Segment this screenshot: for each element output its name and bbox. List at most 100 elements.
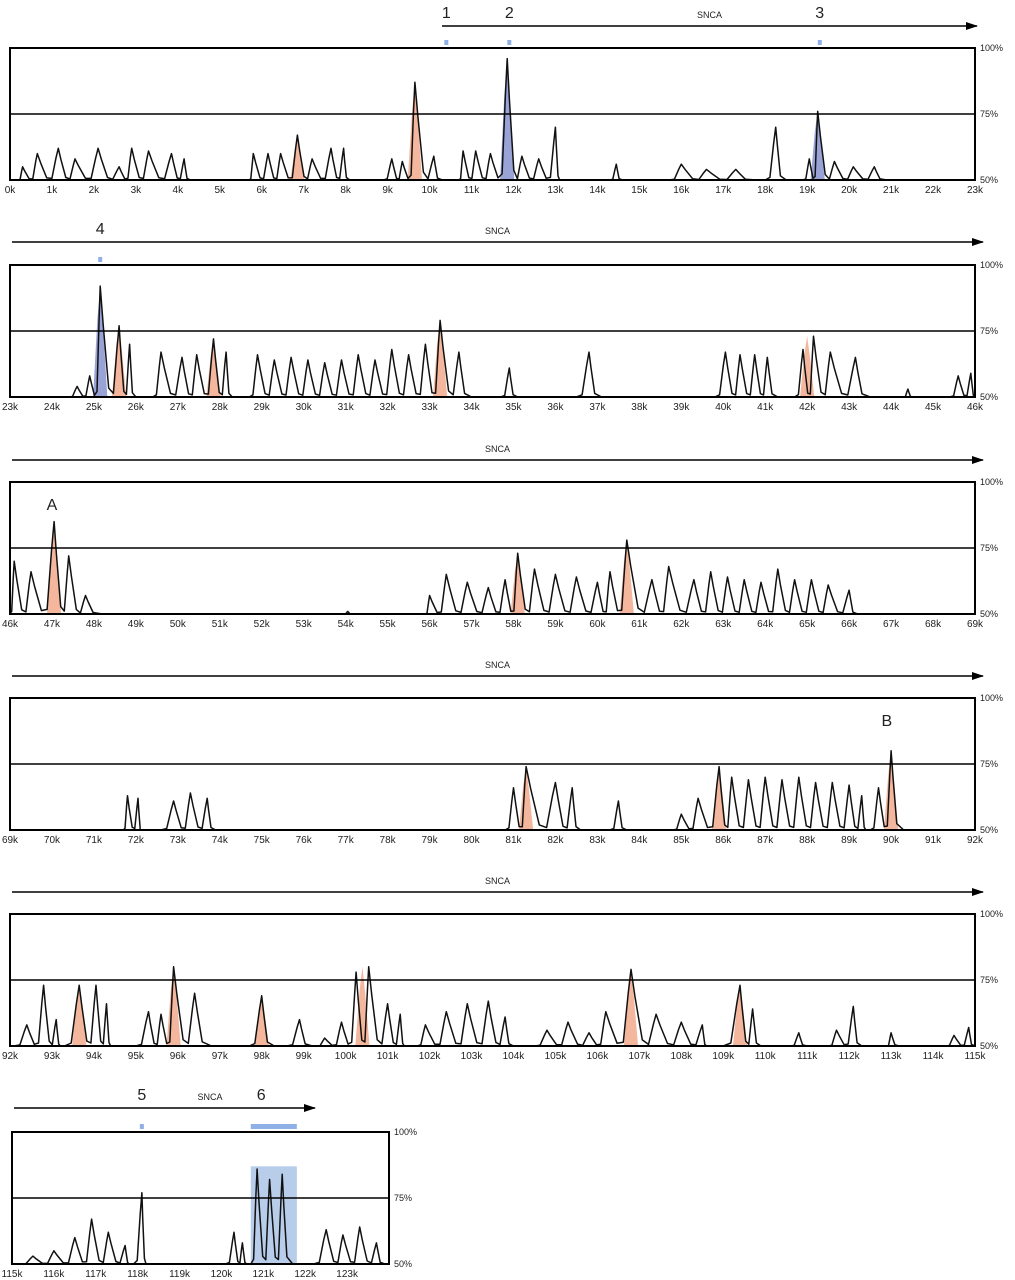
highlight-peak-1 xyxy=(46,521,62,614)
x-tick-label: 85k xyxy=(673,835,690,846)
x-tick-label: 120k xyxy=(211,1269,234,1280)
trace-segment-1 xyxy=(18,147,191,181)
x-tick-label: 39k xyxy=(673,402,690,413)
trace-segment-3 xyxy=(504,765,582,831)
x-tick-label: 121k xyxy=(252,1269,275,1280)
x-tick-label: 106k xyxy=(587,1051,610,1062)
trace-segment-9 xyxy=(723,984,762,1047)
x-tick-label: 115k xyxy=(965,1051,987,1062)
x-tick-label: 33k xyxy=(422,402,439,413)
y-tick-label: 100% xyxy=(980,477,1003,487)
x-tick-label: 23k xyxy=(2,402,19,413)
x-tick-label: 12k xyxy=(505,185,522,196)
gene-label: SNCA xyxy=(485,876,510,886)
trace-segment-9 xyxy=(949,372,976,398)
x-tick-label: 92k xyxy=(2,1051,19,1062)
x-tick-label: 48k xyxy=(86,619,103,630)
highlight-peak-2 xyxy=(711,766,727,830)
y-tick-label: 100% xyxy=(980,260,1003,270)
x-tick-label: 9k xyxy=(382,185,394,196)
x-tick-label: 105k xyxy=(545,1051,568,1062)
y-tick-label: 50% xyxy=(980,175,998,185)
x-tick-label: 79k xyxy=(422,835,439,846)
highlight-peak-1 xyxy=(93,286,108,397)
x-tick-label: 10k xyxy=(422,185,439,196)
chart-panel-2: SNCA 4 100% 75% 50% 23k 24k 25k 26k 27k 28k 29k 30k 3… xyxy=(2,221,1003,413)
trace-segment-4 xyxy=(248,995,275,1047)
x-tick-label: 14k xyxy=(589,185,606,196)
x-tick-label: 90k xyxy=(883,835,900,846)
highlight-peak-4 xyxy=(810,111,825,180)
x-tick-label: 123k xyxy=(336,1269,359,1280)
y-tick-label: 100% xyxy=(980,909,1003,919)
trace-segment-13 xyxy=(945,1026,976,1047)
y-tick-label: 75% xyxy=(980,975,998,985)
x-tick-label: 32k xyxy=(380,402,397,413)
x-tick-label: 38k xyxy=(631,402,648,413)
x-tick-label: 11k xyxy=(464,185,480,196)
x-tick-label: 15k xyxy=(631,185,648,196)
x-tick-label: 65k xyxy=(799,619,816,630)
trace-segment-3 xyxy=(248,319,472,398)
x-tick-label: 2k xyxy=(89,185,101,196)
x-tick-label: 94k xyxy=(86,1051,103,1062)
chart-panel-3: SNCA A 100% 75% 50% 46k 47k 48k 49k 50k 51k 52k 53k 5… xyxy=(2,444,1003,630)
marker-label-1: 1 xyxy=(442,5,451,22)
gene-label: SNCA xyxy=(697,10,722,20)
marker-label-5: 5 xyxy=(137,1087,146,1104)
x-tick-label: 96k xyxy=(170,1051,187,1062)
trace-segment-2 xyxy=(160,792,216,831)
y-tick-label: 75% xyxy=(394,1193,412,1203)
y-tick-label: 75% xyxy=(980,109,998,119)
trace-segment-1 xyxy=(9,520,103,615)
x-tick-label: 109k xyxy=(712,1051,735,1062)
trace-segment-11 xyxy=(828,1005,863,1047)
trace-segment-4 xyxy=(609,800,628,831)
trace-segment-5 xyxy=(313,1226,386,1265)
x-tick-label: 43k xyxy=(841,402,858,413)
trace-segment-6 xyxy=(668,163,757,181)
x-tick-label: 92k xyxy=(967,835,984,846)
marker-label-4: 4 xyxy=(96,221,105,238)
x-tick-label: 111k xyxy=(797,1051,818,1062)
x-tick-label: 59k xyxy=(547,619,564,630)
x-tick-label: 3k xyxy=(131,185,143,196)
x-tick-label: 62k xyxy=(673,619,690,630)
x-tick-label: 69k xyxy=(2,835,19,846)
x-tick-label: 27k xyxy=(170,402,187,413)
x-tick-label: 104k xyxy=(503,1051,526,1062)
x-tick-label: 77k xyxy=(338,835,355,846)
x-tick-label: 1k xyxy=(47,185,59,196)
x-tick-label: 99k xyxy=(296,1051,313,1062)
x-tick-label: 13k xyxy=(547,185,564,196)
trace-segment-8 xyxy=(802,110,888,181)
x-tick-label: 31k xyxy=(338,402,355,413)
x-tick-label: 81k xyxy=(505,835,522,846)
x-tick-label: 113k xyxy=(881,1051,903,1062)
trace-segment-6 xyxy=(714,351,779,398)
x-tick-label: 107k xyxy=(629,1051,652,1062)
trace-segment-4 xyxy=(500,367,519,398)
x-tick-label: 122k xyxy=(294,1269,317,1280)
marker-tick-1 xyxy=(444,40,449,45)
x-tick-label: 72k xyxy=(128,835,145,846)
x-tick-label: 73k xyxy=(170,835,187,846)
trace-segment-3 xyxy=(225,1231,248,1265)
x-tick-label: 57k xyxy=(463,619,480,630)
y-tick-label: 50% xyxy=(980,392,998,402)
x-tick-label: 30k xyxy=(296,402,313,413)
x-tick-label: 58k xyxy=(505,619,522,630)
trace-segment-1 xyxy=(68,285,137,398)
x-tick-label: 51k xyxy=(212,619,229,630)
x-tick-label: 60k xyxy=(589,619,606,630)
marker-label-3: 3 xyxy=(815,5,824,22)
x-tick-label: 44k xyxy=(883,402,900,413)
x-tick-label: 29k xyxy=(254,402,271,413)
x-tick-label: 75k xyxy=(254,835,271,846)
x-tick-label: 118k xyxy=(127,1269,149,1280)
x-tick-label: 54k xyxy=(338,619,355,630)
x-tick-label: 6k xyxy=(256,185,268,196)
x-tick-label: 5k xyxy=(215,185,227,196)
x-tick-label: 115k xyxy=(2,1269,24,1280)
x-tick-label: 102k xyxy=(419,1051,442,1062)
